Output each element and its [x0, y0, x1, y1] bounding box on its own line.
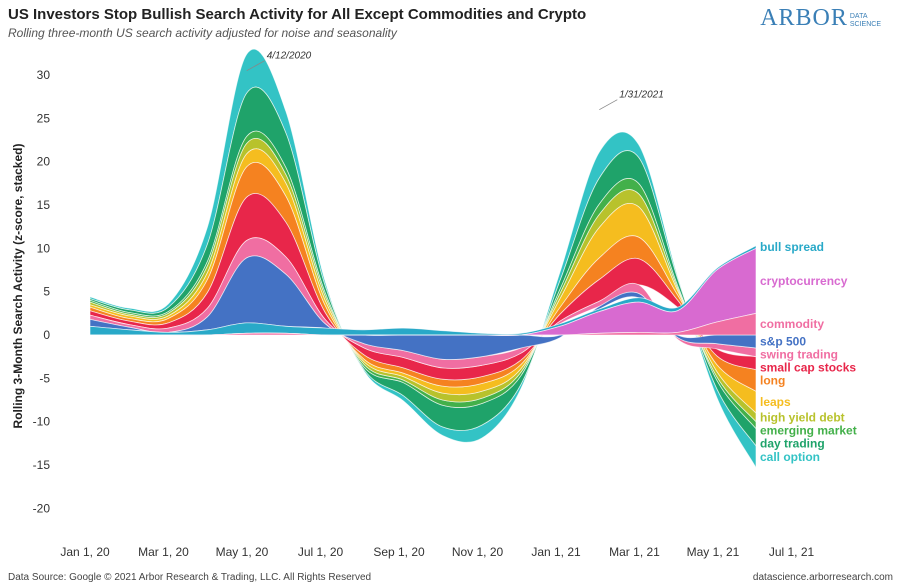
logo-sub-data: DATA	[849, 12, 868, 20]
series-label: high yield debt	[760, 410, 845, 424]
x-tick-label: May 1, 20	[216, 545, 269, 559]
x-tick-label: Jul 1, 20	[298, 545, 344, 559]
series-area-commodity	[90, 312, 757, 336]
x-tick-label: Jul 1, 21	[769, 545, 815, 559]
series-label: small cap stocks	[760, 361, 856, 375]
y-tick-label: -10	[33, 415, 51, 429]
footer-source: Data Source: Google © 2021 Arbor Researc…	[8, 572, 372, 583]
series-label: day trading	[760, 436, 825, 450]
arbor-logo: ARBOR DATA SCIENCE	[760, 5, 881, 32]
x-tick-label: Nov 1, 20	[452, 545, 504, 559]
series-label: long	[760, 374, 785, 388]
series-label: call option	[760, 450, 820, 464]
y-axis: 30 25 20 15 10 5 0 -5 -10 -15 -20	[33, 68, 51, 515]
series-label: bull spread	[760, 240, 824, 254]
annotation-leader	[599, 99, 618, 111]
y-tick-label: 20	[37, 155, 51, 169]
y-tick-label: -5	[39, 371, 50, 385]
chart-subtitle: Rolling three-month US search activity a…	[8, 26, 397, 40]
logo-subtext: DATA SCIENCE	[850, 13, 881, 29]
logo-wordmark: ARBOR	[760, 5, 848, 31]
series-label: emerging market	[760, 423, 857, 437]
y-tick-label: -20	[33, 501, 51, 515]
x-tick-label: Mar 1, 20	[138, 545, 189, 559]
y-tick-label: 10	[37, 241, 51, 255]
series-areas	[89, 48, 757, 470]
x-tick-label: Mar 1, 21	[609, 545, 660, 559]
series-label: swing trading	[760, 348, 838, 362]
annotation-label: 1/31/2021	[619, 90, 664, 101]
x-tick-label: Sep 1, 20	[373, 545, 425, 559]
y-tick-label: 0	[43, 328, 50, 342]
x-tick-label: May 1, 21	[687, 545, 740, 559]
y-tick-label: 30	[37, 68, 51, 82]
chart-title: US Investors Stop Bullish Search Activit…	[8, 6, 587, 23]
x-axis: Jan 1, 20 Mar 1, 20 May 1, 20 Jul 1, 20 Sep …	[60, 545, 814, 559]
y-tick-label: -15	[33, 458, 51, 472]
footer-site: datascience.arborresearch.com	[752, 572, 893, 583]
annotation-label: 4/12/2020	[267, 51, 312, 62]
series-label: s&p 500	[760, 335, 806, 349]
series-label: commodity	[760, 317, 824, 331]
x-tick-label: Jan 1, 21	[531, 545, 581, 559]
annotation-leader	[246, 60, 265, 72]
series-labels: commodity cryptocurrency bull spread s&p 50…	[760, 240, 857, 464]
series-label: leaps	[760, 395, 791, 409]
y-tick-label: 15	[37, 198, 51, 212]
annotations: 4/12/2020 1/31/2021	[246, 51, 664, 111]
logo-sub-science: SCIENCE	[849, 20, 881, 28]
y-axis-label: Rolling 3-Month Search Activity (z-score…	[11, 144, 25, 429]
y-tick-label: 25	[37, 111, 51, 125]
x-tick-label: Jan 1, 20	[60, 545, 110, 559]
y-tick-label: 5	[43, 285, 50, 299]
series-label: cryptocurrency	[760, 274, 848, 288]
